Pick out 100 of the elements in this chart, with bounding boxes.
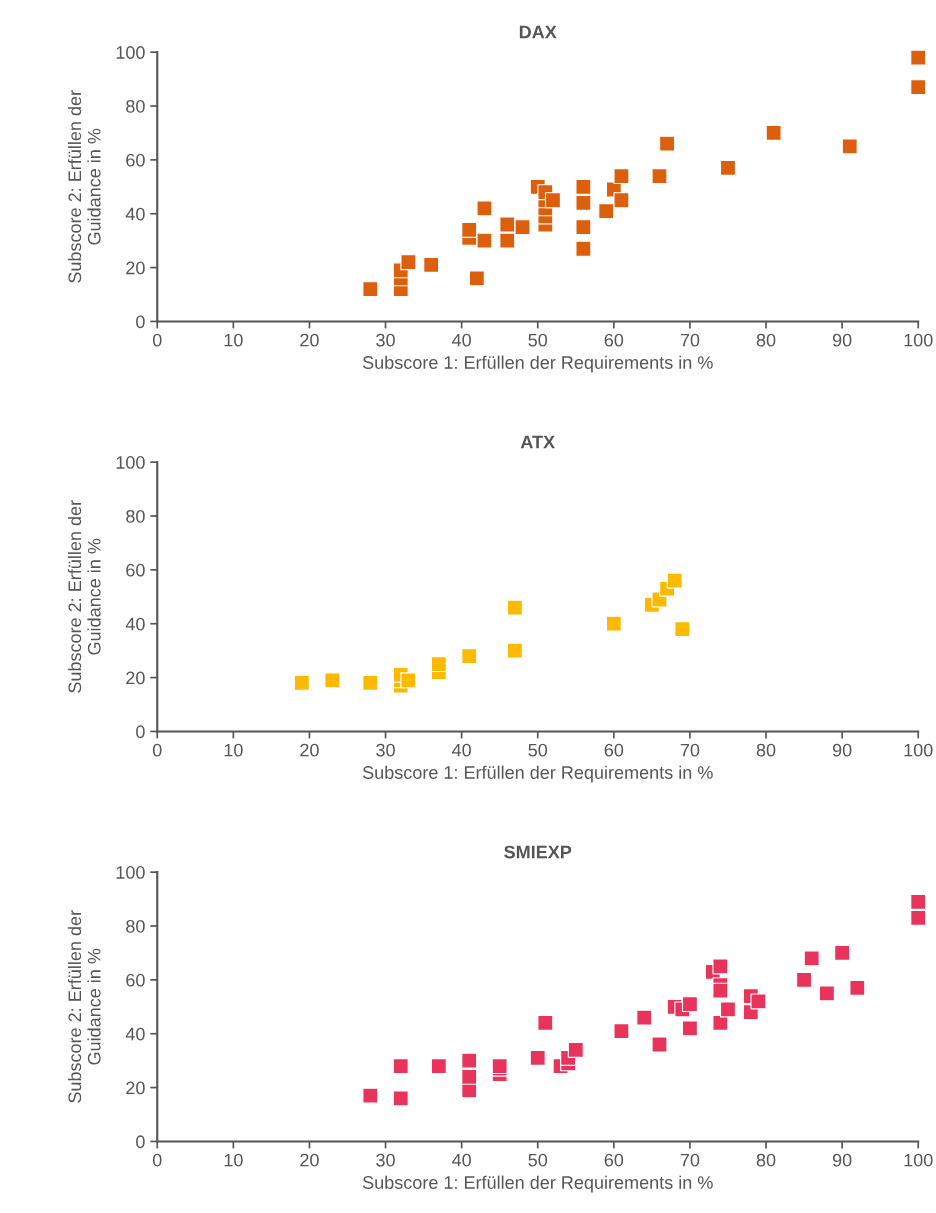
y-tick-label: 100 [116,456,145,469]
y-tick-label: 20 [126,261,145,275]
point [659,135,676,152]
y-tick-label: 100 [116,46,145,59]
point [841,138,858,155]
x-tick-label: 60 [604,1153,624,1167]
point [567,1041,584,1058]
x-tick-label: 50 [528,1153,548,1167]
y-tick-label: 40 [125,1027,145,1041]
x-tick-label: 80 [756,333,776,347]
point [605,615,622,632]
x-tick-label: 0 [152,743,162,757]
y-axis-title: Subscore 2: Erfüllen der Guidance in % [67,910,101,1103]
point [476,200,493,217]
point [719,159,736,176]
point [575,178,592,195]
point [575,219,592,236]
point [636,1009,653,1026]
point [430,1058,447,1075]
point [750,993,767,1010]
x-tick-label: 60 [604,333,624,347]
point [796,971,813,988]
point [712,982,729,999]
point [849,979,866,996]
x-tick-label: 20 [300,333,319,347]
point [362,281,379,298]
point [423,256,440,273]
y-tick-label: 20 [126,671,145,685]
point [910,79,927,96]
point [544,192,561,209]
point [461,221,478,238]
point [712,958,729,975]
y-tick-label: 100 [116,866,145,879]
x-tick-label: 100 [904,1153,933,1167]
x-tick-label: 40 [452,1153,471,1167]
x-tick-label: 90 [832,333,852,347]
x-tick-label: 0 [152,1153,162,1167]
point [400,672,417,689]
x-tick-label: 100 [904,743,933,757]
point [529,1049,546,1066]
point [712,1014,729,1031]
y-tick-label: 0 [136,1135,145,1149]
point [461,1068,478,1085]
y-tick-label: 20 [126,1081,145,1095]
point [468,270,485,287]
point [392,1058,409,1075]
x-axis-title: Subscore 1: Erfüllen der Requirements in % [362,765,713,783]
point [803,950,820,967]
point [430,656,447,673]
x-axis-title: Subscore 1: Erfüllen der Requirements in % [362,355,713,373]
chart-title: DAX [519,25,557,39]
point [613,1023,630,1040]
point [400,254,417,271]
x-tick-label: 30 [376,333,395,347]
x-tick-label: 80 [756,743,776,757]
point [362,674,379,691]
y-tick-label: 80 [126,919,145,933]
point [506,599,523,616]
y-tick-label: 0 [136,315,145,329]
x-tick-label: 20 [300,743,319,757]
y-tick-label: 80 [126,99,145,113]
point [293,674,310,691]
chart-title: ATX [520,435,555,449]
point [681,996,698,1013]
x-tick-label: 20 [300,1153,319,1167]
x-tick-label: 30 [376,743,395,757]
point [765,124,782,141]
point [651,168,668,185]
x-tick-label: 100 [904,333,933,347]
x-axis-title: Subscore 1: Erfüllen der Requirements in % [362,1175,713,1193]
point [506,642,523,659]
y-tick-label: 60 [126,563,145,577]
point [514,219,531,236]
point [666,572,683,589]
y-axis-title: Subscore 2: Erfüllen der Guidance in % [67,500,101,693]
point [499,216,516,233]
point [674,621,691,638]
point [324,672,341,689]
x-tick-label: 60 [604,743,624,757]
point [910,893,927,910]
x-tick-label: 50 [528,743,548,757]
x-tick-label: 80 [756,1153,776,1167]
point [476,232,493,249]
y-tick-label: 40 [125,207,145,221]
point [499,232,516,249]
y-tick-label: 60 [126,153,145,167]
point [651,1036,668,1053]
x-tick-label: 0 [152,333,162,347]
point [910,909,927,926]
y-tick-label: 40 [125,617,145,631]
point [392,1090,409,1107]
x-tick-label: 70 [680,333,700,347]
point [461,648,478,665]
x-tick-label: 70 [680,743,700,757]
point [613,168,630,185]
point [681,1020,698,1037]
x-tick-label: 70 [680,1153,700,1167]
chart-title: SMIEXP [504,845,572,859]
point [575,240,592,257]
x-tick-label: 30 [376,1153,395,1167]
